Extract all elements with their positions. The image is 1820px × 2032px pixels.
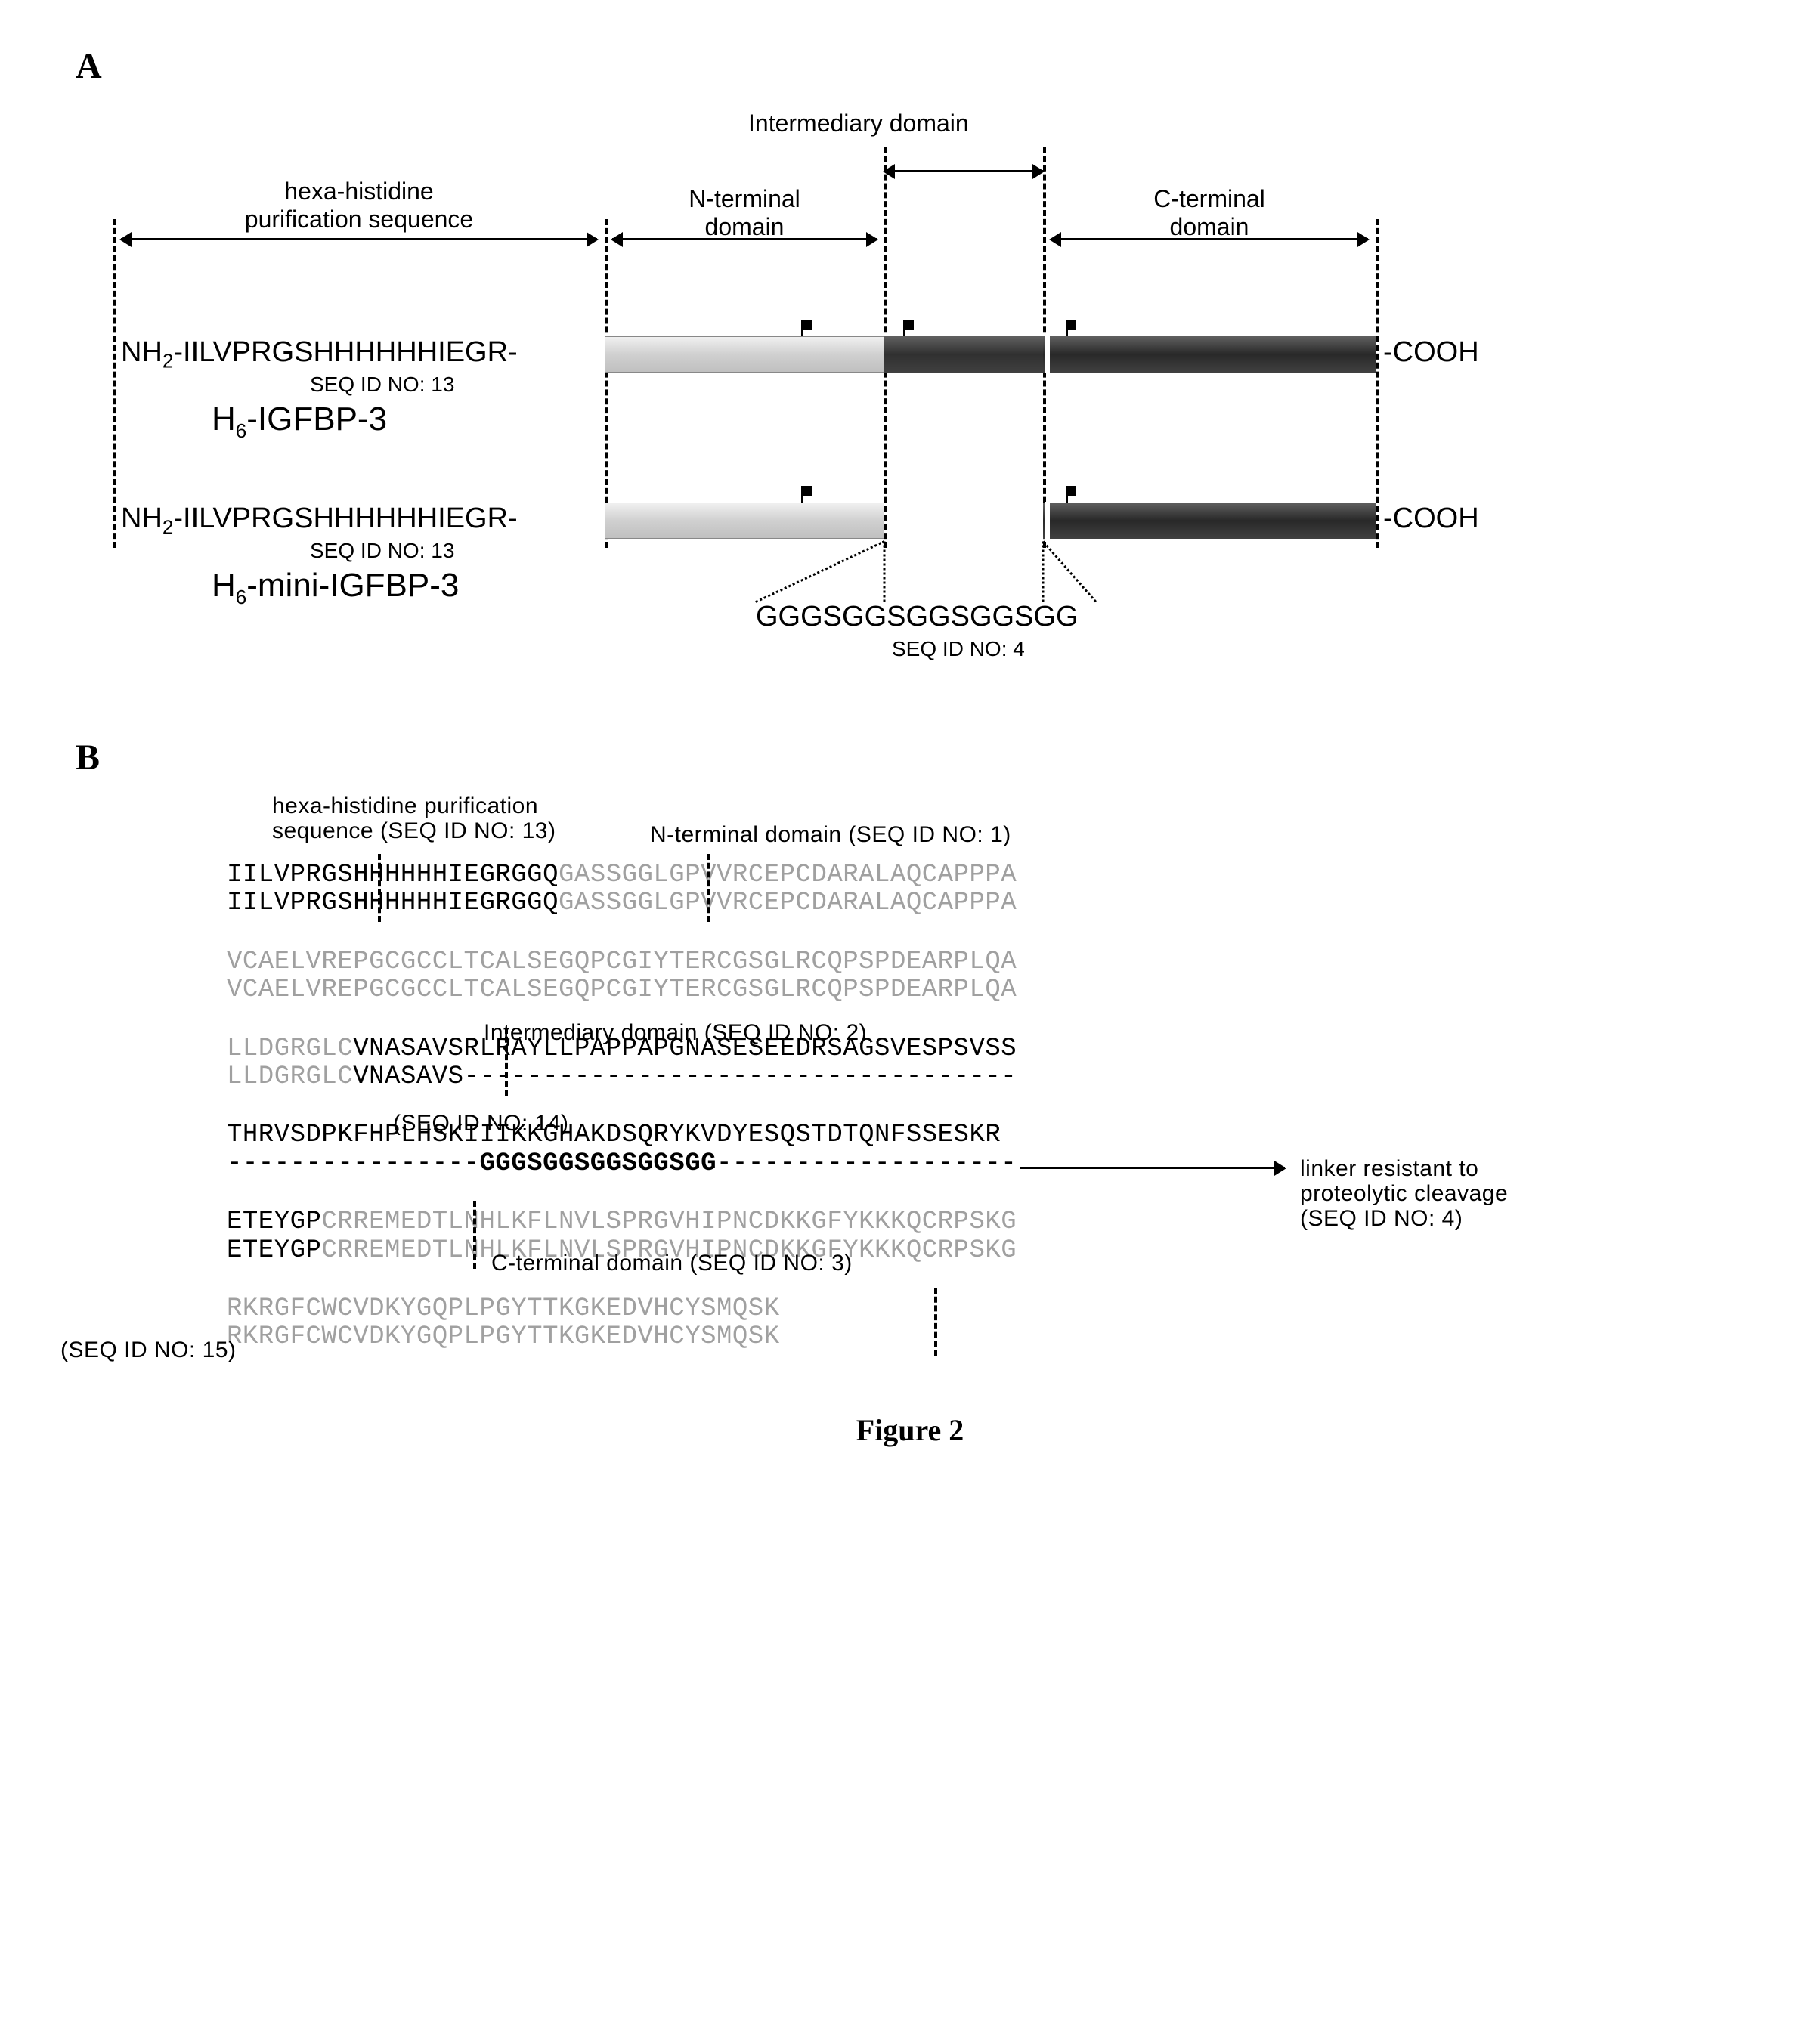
connector-dotted xyxy=(1042,541,1097,603)
panel-a-label: A xyxy=(76,45,1744,87)
linker-seq-id: SEQ ID NO: 4 xyxy=(892,637,1025,661)
connector-dotted xyxy=(1042,542,1045,602)
sequence-row: VCAELVREPGCGCCLTCALSEGQPCGIYTERCGSGLRCQP… xyxy=(227,976,1744,1004)
intermediary-arrow xyxy=(884,170,1043,172)
cterm-annot: C-terminal domain (SEQ ID NO: 3) xyxy=(491,1251,853,1276)
cooh-label: -COOH xyxy=(1383,336,1479,369)
n-terminal-label: N-terminal domain xyxy=(605,185,884,241)
sequence-row: ETEYGPCRREMEDTLNHLKFLNVLSPRGVHIPNCDKKGFY… xyxy=(227,1237,1744,1265)
seq15-annot: (SEQ ID NO: 15) xyxy=(60,1338,237,1362)
sequence-pair: IILVPRGSHHHHHHIEGRGGQGASSGGLGPVVRCEPCDAR… xyxy=(227,861,1744,918)
sequence-row: ETEYGPCRREMEDTLNHLKFLNVLSPRGVHIPNCDKKGFY… xyxy=(227,1208,1744,1236)
domain-bar xyxy=(1043,336,1376,373)
sequence-row: IILVPRGSHHHHHHIEGRGGQGASSGGLGPVVRCEPCDAR… xyxy=(227,889,1744,917)
domain-bar xyxy=(605,503,884,539)
panel-b-label: B xyxy=(76,737,1744,778)
panel-a-boundary-dash xyxy=(113,219,116,548)
sequence-row: RKRGFCWCVDKYGQPLPGYTTKGKEDVHCYSMQSK xyxy=(227,1323,1744,1351)
sequence-pair: ETEYGPCRREMEDTLNHLKFLNVLSPRGVHIPNCDKKGFY… xyxy=(227,1208,1744,1265)
nh2-sequence: NH2-IILVPRGSHHHHHHIEGR- xyxy=(121,336,518,373)
sequence-pair: VCAELVREPGCGCCLTCALSEGQPCGIYTERCGSGLRCQP… xyxy=(227,948,1744,1005)
construct-name: H6-IGFBP-3 xyxy=(212,401,387,443)
sequence-row: IILVPRGSHHHHHHIEGRGGQGASSGGLGPVVRCEPCDAR… xyxy=(227,861,1744,889)
seq-boundary-dash xyxy=(934,1288,937,1356)
glyco-flag-icon xyxy=(1066,320,1076,330)
seq14-annot: (SEQ ID NO: 14) xyxy=(393,1111,569,1136)
glyco-flag-icon xyxy=(801,320,812,330)
connector-dotted xyxy=(884,542,886,602)
interm-annot: Intermediary domain (SEQ ID NO: 2) xyxy=(484,1020,867,1045)
seq-boundary-dash xyxy=(378,854,381,922)
hexa-label: hexa-histidine purification sequence xyxy=(113,178,605,234)
n-terminal-label-arrow xyxy=(612,238,877,240)
glyco-flag-icon xyxy=(1066,486,1076,496)
sequence-row: VCAELVREPGCGCCLTCALSEGQPCGIYTERCGSGLRCQP… xyxy=(227,948,1744,976)
connector-dotted xyxy=(755,540,884,603)
sequence-row: LLDGRGLCVNASAVS-------------------------… xyxy=(227,1063,1744,1091)
hexa-label-arrow xyxy=(121,238,597,240)
seq-boundary-dash xyxy=(473,1201,476,1269)
linker-arrow xyxy=(1020,1167,1285,1169)
panel-b: hexa-histidine purificationsequence (SEQ… xyxy=(76,793,1744,1352)
construct-name: H6-mini-IGFBP-3 xyxy=(212,567,459,609)
sequence-row: ----------------GGGSGGSGGSGGSGG---------… xyxy=(227,1150,1744,1178)
glyco-flag-icon xyxy=(801,486,812,496)
seq-id-label: SEQ ID NO: 13 xyxy=(310,373,454,397)
nh2-sequence: NH2-IILVPRGSHHHHHHIEGR- xyxy=(121,503,518,540)
c-terminal-label: C-terminal domain xyxy=(1043,185,1376,241)
domain-bar xyxy=(1043,503,1376,539)
sequence-pair: LLDGRGLCVNASAVSRLRAYLLPAPPAPGNASESEEDRSA… xyxy=(227,1035,1744,1092)
panel-a-boundary-dash xyxy=(605,219,608,548)
sequence-row: LLDGRGLCVNASAVSRLRAYLLPAPPAPGNASESEEDRSA… xyxy=(227,1035,1744,1063)
c-terminal-label-arrow xyxy=(1051,238,1368,240)
figure-caption: Figure 2 xyxy=(76,1412,1744,1448)
domain-bar xyxy=(884,336,1043,373)
linker-annot: linker resistant toproteolytic cleavage(… xyxy=(1300,1156,1508,1231)
sequence-pair: RKRGFCWCVDKYGQPLPGYTTKGKEDVHCYSMQSKRKRGF… xyxy=(227,1295,1744,1352)
glyco-flag-icon xyxy=(903,320,914,330)
panel-a: Intermediary domain hexa-histidine purifi… xyxy=(76,102,1744,691)
linker-sequence: GGGSGGSGGSGGSGG xyxy=(756,601,1079,633)
seq-id-label: SEQ ID NO: 13 xyxy=(310,539,454,563)
domain-bar xyxy=(605,336,884,373)
intermediary-domain-label: Intermediary domain xyxy=(748,110,969,138)
panel-a-boundary-dash xyxy=(1376,219,1379,548)
cooh-label: -COOH xyxy=(1383,503,1479,535)
seq-boundary-dash xyxy=(707,854,710,922)
sequence-row: RKRGFCWCVDKYGQPLPGYTTKGKEDVHCYSMQSK xyxy=(227,1295,1744,1323)
